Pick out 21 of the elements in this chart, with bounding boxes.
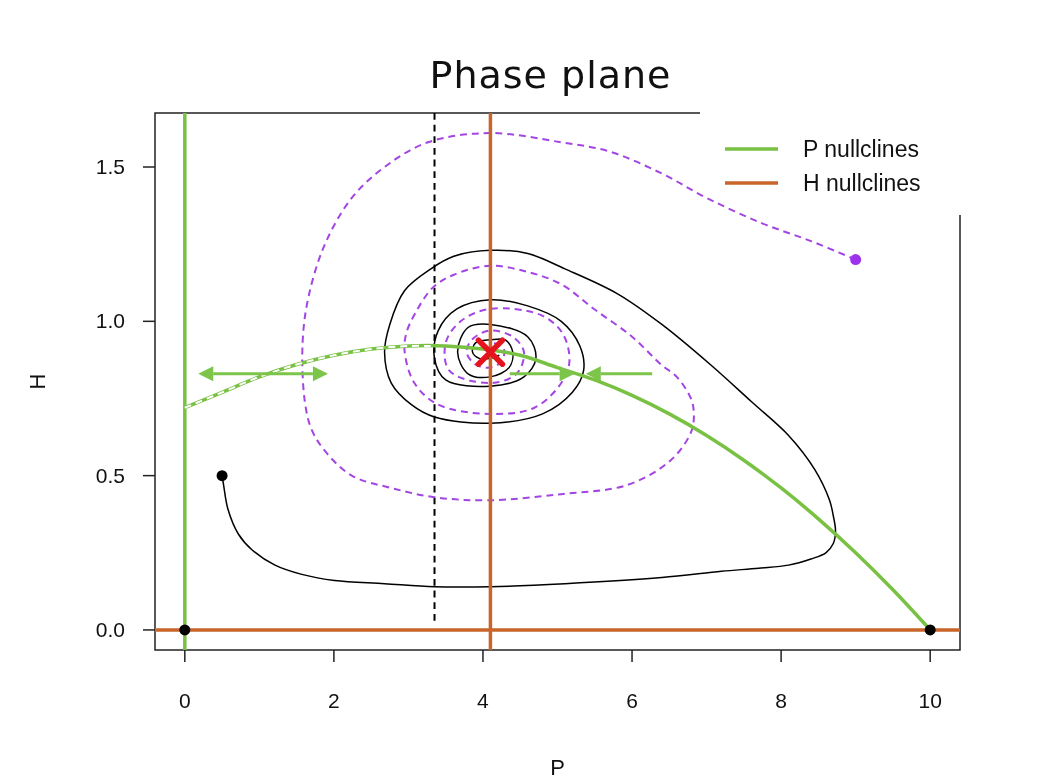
chart-title: Phase plane — [429, 53, 672, 97]
point — [924, 624, 936, 636]
point — [475, 337, 506, 367]
x-tick-label: 2 — [328, 689, 340, 712]
x-tick-label: 8 — [775, 689, 787, 712]
y-tick-label: 1.5 — [95, 155, 125, 179]
y-axis-title: H — [25, 373, 50, 390]
point — [179, 624, 191, 636]
y-tick-label: 0.0 — [95, 617, 125, 641]
point — [850, 254, 862, 266]
legend-label: H nullclines — [803, 170, 921, 196]
x-tick-label: 10 — [918, 689, 942, 712]
x-axis-title: P — [550, 755, 565, 778]
y-tick-label: 1.0 — [95, 309, 125, 333]
y-tick-label: 0.5 — [95, 463, 125, 487]
line-series — [183, 344, 432, 409]
x-tick-label: 0 — [178, 689, 191, 712]
x-tick-label: 4 — [477, 689, 490, 712]
legend-label: P nullclines — [803, 136, 919, 162]
x-tick-label: 6 — [626, 689, 638, 712]
point — [216, 470, 228, 482]
